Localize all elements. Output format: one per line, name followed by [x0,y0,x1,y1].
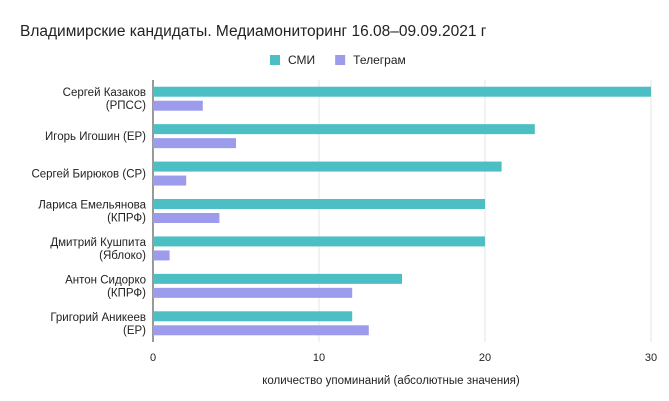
legend-label: Телеграм [353,53,406,67]
legend: СМИ Телеграм [270,53,406,67]
bar-smi [153,124,535,135]
category-label: Сергей Бирюков (СР) [31,169,146,181]
bar-telegram [153,287,353,298]
bar-smi [153,236,485,247]
bar-telegram [153,250,170,261]
chart-title: Владимирские кандидаты. Медиамониторинг … [20,23,487,40]
bars [153,86,651,336]
x-tick-label: 0 [150,352,156,364]
bar-telegram [153,100,203,111]
bar-smi [153,86,651,97]
legend-swatch [270,55,280,65]
bar-telegram [153,175,187,186]
category-labels: Сергей Казаков (РПСС) Игорь Игошин (ЕР) Сер… [31,87,146,337]
bar-telegram [153,138,236,149]
x-tick-labels: 0 10 20 30 [150,352,657,364]
bar-smi [153,199,485,209]
bar-smi [153,273,402,284]
bar-telegram [153,325,369,336]
category-label: Лариса Емельянова (КПРФ) [38,200,146,225]
category-label: Сергей Казаков (РПСС) [63,87,147,112]
gridlines [152,80,652,342]
x-tick-label: 20 [479,352,491,364]
bar-smi [153,161,502,172]
x-tick-label: 30 [645,352,657,364]
category-label: Григорий Аникеев (ЕР) [50,312,146,337]
category-label: Игорь Игошин (ЕР) [45,131,146,143]
x-tick-label: 10 [313,352,325,364]
bar-telegram [153,213,220,223]
x-axis-title: количество упоминаний (абсолютные значен… [262,375,520,387]
bar-smi [153,311,353,322]
category-label: Антон Сидорко (КПРФ) [65,274,146,299]
legend-swatch [335,55,346,65]
legend-label: СМИ [288,53,315,67]
category-label: Дмитрий Кушпита (Яблоко) [50,237,146,262]
